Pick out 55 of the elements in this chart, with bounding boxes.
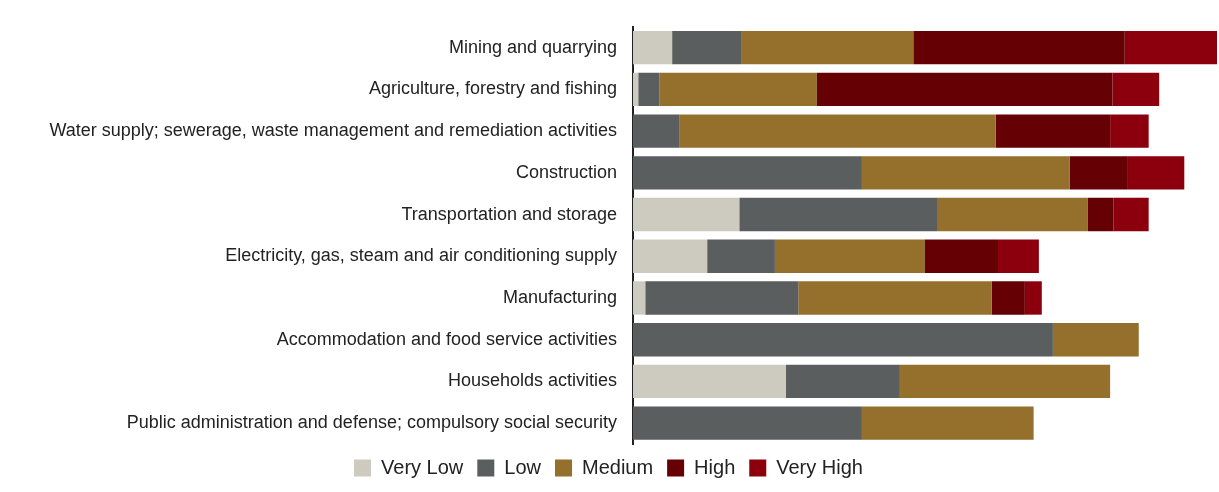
- bar: [1124, 30, 1217, 65]
- bar: [707, 239, 775, 273]
- y-tick-label: Agriculture, forestry and fishing: [368, 78, 617, 99]
- y-tick-label: Construction: [515, 161, 617, 182]
- bar: [633, 72, 639, 107]
- y-tick-label: Mining and quarrying: [448, 36, 617, 57]
- y-tick-label: Electricity, gas, steam and air conditioning supply: [225, 245, 617, 266]
- bar: [913, 30, 1125, 65]
- bar: [633, 281, 646, 315]
- bar: [633, 156, 862, 190]
- bar: [633, 30, 673, 65]
- bar: [679, 114, 996, 148]
- legend-label: Medium: [581, 455, 654, 478]
- bar: [739, 197, 938, 232]
- y-tick-label: Manufacturing: [502, 286, 617, 307]
- bar: [1113, 197, 1149, 232]
- bar: [798, 281, 992, 315]
- bar: [991, 281, 1025, 315]
- legend-label: Very Low: [381, 455, 464, 478]
- y-tick-label: Water supply; sewerage, waste management and remediation activities: [49, 120, 617, 141]
- bar: [633, 239, 708, 273]
- legend-label: Low: [504, 455, 542, 478]
- y-tick-label: Accommodation and food service activities: [276, 328, 617, 349]
- bar: [633, 197, 740, 232]
- y-tick-label: Households activities: [447, 370, 617, 391]
- bar: [937, 197, 1088, 232]
- bar: [1127, 156, 1185, 190]
- bar: [1052, 323, 1139, 357]
- bar: [861, 156, 1070, 190]
- bar: [1024, 281, 1042, 315]
- legend-label: High: [694, 455, 736, 478]
- bar: [633, 114, 680, 148]
- bar: [633, 406, 862, 440]
- bar: [786, 364, 900, 399]
- bar: [816, 72, 1113, 107]
- bar: [659, 72, 817, 107]
- bar: [645, 281, 799, 315]
- bar: [1069, 156, 1128, 190]
- bar: [638, 72, 660, 107]
- y-tick-label: Transportation and storage: [401, 203, 617, 224]
- bar: [1110, 114, 1149, 148]
- bar: [672, 30, 742, 65]
- y-tick-label: Public administration and defense; compulsory social security: [126, 412, 617, 433]
- bar: [774, 239, 925, 273]
- bar: [998, 239, 1039, 273]
- legend-label: Very High: [776, 455, 863, 478]
- bar: [633, 364, 787, 399]
- bar: [633, 323, 1053, 357]
- bar: [741, 30, 914, 65]
- bar: [1087, 197, 1114, 232]
- bar: [861, 406, 1034, 440]
- bar: [1112, 72, 1160, 107]
- bar: [995, 114, 1111, 148]
- bar: [899, 364, 1111, 399]
- bar: [925, 239, 998, 273]
